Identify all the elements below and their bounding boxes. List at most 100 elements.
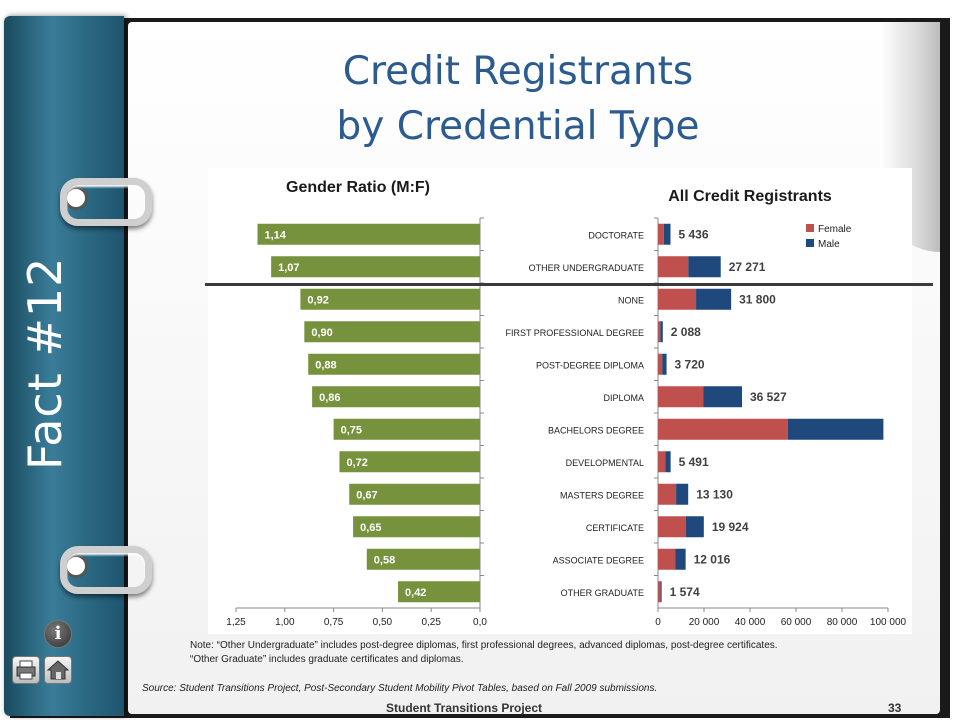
ratio-data-label: 0,88 bbox=[315, 359, 336, 371]
ratio-bar bbox=[271, 256, 480, 278]
reg-total-label: 27 271 bbox=[729, 260, 766, 274]
legend-label-female: Female bbox=[818, 224, 852, 235]
reg-category-label: BACHELORS DEGREE bbox=[548, 425, 644, 435]
reg-bar-female bbox=[658, 516, 686, 538]
footer-title: Student Transitions Project bbox=[386, 701, 543, 715]
ratio-data-label: 1,14 bbox=[264, 229, 286, 241]
note: Note: “Other Undergraduate” includes pos… bbox=[190, 639, 930, 667]
reg-bar-male bbox=[660, 581, 662, 603]
registrants-chart-title: All Credit Registrants bbox=[668, 188, 832, 205]
ratio-data-label: 0,90 bbox=[311, 327, 332, 339]
ratio-data-label: 0,42 bbox=[405, 587, 426, 599]
reg-bar-female bbox=[658, 288, 697, 310]
reg-total-label: 12 016 bbox=[694, 552, 731, 566]
reg-category-label: POST-DEGREE DIPLOMA bbox=[536, 360, 644, 370]
ratio-data-label: 0,65 bbox=[360, 522, 381, 534]
print-button[interactable] bbox=[12, 656, 40, 684]
printer-icon bbox=[16, 660, 36, 680]
reg-bar-male bbox=[685, 516, 704, 538]
ratio-plot: 1,25 1,00 0,75 0,50 0,25 0,0 1,14 1,07 0,92 0,90 0… bbox=[226, 217, 487, 628]
ratio-x-tick-label: 0,75 bbox=[324, 617, 344, 628]
binder-ring-top bbox=[60, 178, 152, 226]
reg-total-label: 2 088 bbox=[671, 325, 701, 339]
ratio-data-label: 0,58 bbox=[374, 554, 395, 566]
reg-category-label: CERTIFICATE bbox=[586, 523, 644, 533]
ratio-bar bbox=[257, 223, 480, 245]
reg-total-label: 31 800 bbox=[739, 292, 776, 306]
reg-bar-male bbox=[665, 451, 671, 473]
reg-total-label: 36 527 bbox=[750, 390, 787, 404]
ratio-data-label: 0,72 bbox=[346, 457, 367, 469]
reg-total-label: 3 720 bbox=[675, 357, 705, 371]
reg-category-label: DOCTORATE bbox=[588, 230, 644, 240]
ratio-x-tick-label: 0,50 bbox=[373, 617, 393, 628]
ratio-bar bbox=[353, 516, 480, 538]
source-note: Source: Student Transitions Project, Pos… bbox=[142, 683, 658, 694]
reg-bar-female bbox=[658, 321, 661, 343]
ratio-chart-title: Gender Ratio (M:F) bbox=[286, 179, 430, 196]
title-line-1: Credit Registrants bbox=[342, 49, 694, 94]
ratio-bar bbox=[312, 386, 480, 408]
reg-category-label: FIRST PROFESSIONAL DEGREE bbox=[505, 328, 644, 338]
reg-bar-female bbox=[658, 483, 677, 505]
reg-x-tick-label: 40 000 bbox=[735, 617, 766, 628]
ratio-bar bbox=[308, 353, 480, 375]
reg-category-label: MASTERS DEGREE bbox=[560, 490, 644, 500]
divider-line bbox=[205, 283, 933, 286]
reg-bar-female bbox=[658, 386, 704, 408]
ratio-x-tick-label: 1,00 bbox=[275, 617, 295, 628]
ratio-bar bbox=[366, 548, 480, 570]
ratio-bar bbox=[300, 288, 480, 310]
reg-total-label: 5 491 bbox=[679, 455, 709, 469]
reg-bar-male bbox=[662, 353, 667, 375]
legend-swatch-male bbox=[806, 239, 814, 247]
reg-category-label: OTHER UNDERGRADUATE bbox=[529, 263, 644, 273]
reg-bar-female bbox=[658, 581, 661, 603]
ratio-data-label: 0,67 bbox=[356, 489, 377, 501]
ratio-x-tick-label: 0,25 bbox=[421, 617, 441, 628]
reg-category-label: DIPLOMA bbox=[603, 393, 644, 403]
home-button[interactable] bbox=[44, 656, 72, 684]
page-title: Credit Registrants by Credential Type bbox=[128, 44, 908, 154]
info-icon: i bbox=[54, 623, 62, 644]
note-line-1: Note: “Other Undergraduate” includes pos… bbox=[190, 640, 778, 651]
reg-bar-female bbox=[658, 451, 666, 473]
ratio-bar bbox=[349, 483, 480, 505]
page-number: 33 bbox=[888, 701, 902, 715]
binder-spine bbox=[4, 16, 124, 716]
ratio-data-label: 1,07 bbox=[278, 262, 299, 274]
reg-total-label: 5 436 bbox=[679, 227, 709, 241]
chart-area: Gender Ratio (M:F) All Credit Registrant… bbox=[208, 168, 912, 634]
reg-category-label: NONE bbox=[618, 295, 644, 305]
ratio-data-label: 0,92 bbox=[307, 294, 328, 306]
ratio-x-tick-label: 1,25 bbox=[226, 617, 246, 628]
reg-total-label: 1 574 bbox=[670, 585, 700, 599]
reg-bar-female bbox=[658, 256, 689, 278]
charts-svg: Gender Ratio (M:F) All Credit Registrant… bbox=[226, 179, 907, 628]
reg-bar-female bbox=[658, 548, 676, 570]
info-button[interactable]: i bbox=[44, 620, 72, 648]
ratio-bar bbox=[339, 451, 480, 473]
reg-bar-female bbox=[658, 223, 664, 245]
note-line-2: “Other Graduate” includes graduate certi… bbox=[190, 654, 464, 665]
reg-bar-male bbox=[663, 223, 671, 245]
reg-total-label: 19 924 bbox=[712, 520, 749, 534]
reg-bar-male bbox=[688, 256, 721, 278]
title-line-2: by Credential Type bbox=[336, 104, 700, 149]
reg-bar-male bbox=[660, 321, 663, 343]
reg-category-label: OTHER GRADUATE bbox=[561, 588, 644, 598]
reg-x-tick-label: 20 000 bbox=[689, 617, 720, 628]
ratio-data-label: 0,86 bbox=[319, 392, 340, 404]
legend-swatch-female bbox=[806, 224, 814, 232]
reg-bar-male bbox=[696, 288, 732, 310]
reg-x-tick-label: 80 000 bbox=[827, 617, 858, 628]
registrants-plot: 0 20 000 40 000 60 000 80 000 100 000 DOCTORAT… bbox=[505, 217, 907, 628]
reg-x-tick-label: 60 000 bbox=[781, 617, 812, 628]
reg-total-label: 13 130 bbox=[696, 487, 733, 501]
reg-bar-male bbox=[676, 483, 689, 505]
reg-bar-female bbox=[658, 353, 663, 375]
reg-bar-male bbox=[675, 548, 686, 570]
reg-legend: Female Male bbox=[806, 224, 852, 250]
reg-x-tick-label: 0 bbox=[655, 617, 661, 628]
ratio-bar bbox=[398, 581, 480, 603]
